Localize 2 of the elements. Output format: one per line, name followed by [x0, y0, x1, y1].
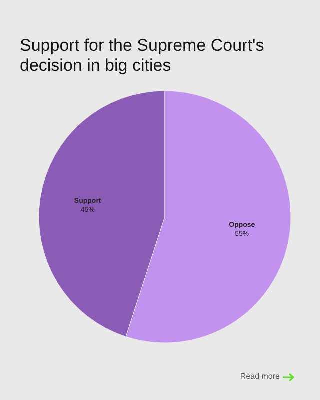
- text: Read more: [240, 372, 280, 381]
- chart-title: Support for the Supreme Court's decision in big cities: [20, 36, 266, 76]
